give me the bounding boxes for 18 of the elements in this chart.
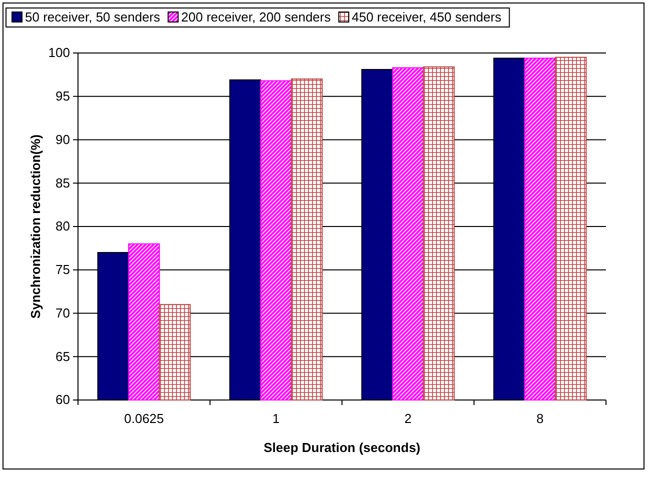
- y-tick-label: 70: [56, 305, 70, 320]
- y-tick-label: 80: [56, 218, 70, 234]
- y-tick-label: 60: [56, 392, 70, 408]
- x-tick-label: 1: [272, 411, 280, 426]
- x-tick-label: 2: [404, 411, 412, 426]
- y-tick-label: 90: [56, 132, 70, 147]
- y-tick-label: 100: [48, 45, 70, 60]
- y-tick-label: 75: [56, 262, 70, 278]
- x-tick-label: 0.0625: [124, 411, 164, 426]
- legend-label: 450 receiver, 450 senders: [352, 10, 502, 24]
- x-tick-label: 8: [536, 411, 544, 426]
- y-tick-label: 65: [56, 348, 70, 364]
- x-axis-title: Sleep Duration (seconds): [264, 440, 420, 455]
- y-tick-label: 85: [56, 175, 70, 190]
- legend-label: 200 receiver, 200 senders: [181, 10, 332, 24]
- legend-label: 50 receiver, 50 senders: [25, 10, 161, 24]
- y-tick-label: 95: [56, 88, 70, 104]
- y-axis-title: Synchronization reduction(%): [28, 134, 43, 319]
